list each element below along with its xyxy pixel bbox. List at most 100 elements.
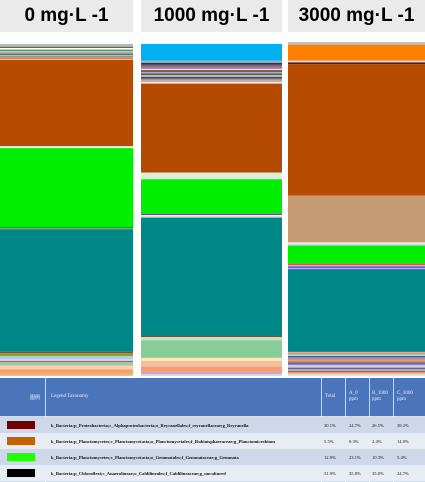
legend-header-a-2: ppm xyxy=(349,397,358,402)
legend-header-icon: 图例 xyxy=(30,396,41,401)
legend-total: 31.9% xyxy=(324,471,336,476)
bar-segment-1-15 xyxy=(141,172,282,180)
bar-segment-0-4 xyxy=(0,48,133,50)
legend-header: 图例 Legend Taxonomy Total A_0 ppm B_1000 pp… xyxy=(0,378,425,416)
column-title-2: 3000 mg·L -1 xyxy=(288,0,425,32)
column-title-0-text: 0 mg·L -1 xyxy=(24,5,109,26)
bar-segment-1-25 xyxy=(141,360,282,367)
bar-segment-0-16 xyxy=(0,148,133,228)
legend-value-a: 23.1% xyxy=(349,455,361,460)
bar-segment-0-6 xyxy=(0,51,133,53)
legend-row: k_Bacteria;p_Proteobacteria;c_Alphaprote… xyxy=(0,417,425,433)
bar-segment-0-22 xyxy=(0,354,133,356)
bar-segment-2-19 xyxy=(288,358,425,360)
bar-segment-0-0 xyxy=(0,44,133,46)
legend-total: 5.5% xyxy=(324,439,334,444)
bar-segment-1-17 xyxy=(141,213,282,216)
bar-segment-2-18 xyxy=(288,357,425,359)
legend-row: k_Bacteria;p_Planctomycetes;c_Planctomyc… xyxy=(0,433,425,449)
legend-value-c: 24.7% xyxy=(397,471,409,476)
legend-header-a-1: A_0 xyxy=(349,391,358,396)
bar-segment-1-3 xyxy=(141,64,282,67)
legend-total: 12.9% xyxy=(324,455,336,460)
bar-segment-0-1 xyxy=(0,45,133,47)
bar-segment-2-28 xyxy=(288,370,425,373)
column-title-2-text: 3000 mg·L -1 xyxy=(298,5,415,26)
bar-segment-1-27 xyxy=(141,371,282,375)
bar-segment-0-15 xyxy=(0,146,133,149)
bar-segment-2-24 xyxy=(288,365,425,367)
legend-value-a: 24.7% xyxy=(349,423,361,428)
bar-segment-0-5 xyxy=(0,49,133,52)
bar-segment-0-10 xyxy=(0,55,133,57)
legend-value-b: 10.3% xyxy=(372,455,384,460)
legend-row: k_Bacteria;p_Planctomycetes;c_Planctomyc… xyxy=(0,449,425,465)
legend-total: 30.1% xyxy=(324,423,336,428)
bar-segment-0-20 xyxy=(0,351,133,354)
bar-segment-1-13 xyxy=(141,81,282,84)
bar-segment-0-27 xyxy=(0,365,133,370)
bar-segment-2-22 xyxy=(288,362,425,364)
bar-segment-2-10 xyxy=(288,265,425,267)
bar-segment-0-11 xyxy=(0,56,133,58)
bar-segment-0-21 xyxy=(0,353,133,355)
legend-header-b-1: B_1000 xyxy=(372,391,388,396)
bar-segment-1-22 xyxy=(141,337,282,341)
legend-value-a: 35.8% xyxy=(349,471,361,476)
bar-segment-1-8 xyxy=(141,73,282,76)
bar-segment-0-2 xyxy=(0,46,133,49)
bar-segment-2-9 xyxy=(288,263,425,266)
bar-segment-2-3 xyxy=(288,62,425,65)
legend-value-a: 0.3% xyxy=(349,439,359,444)
bar-segment-2-4 xyxy=(288,64,425,196)
legend-header-b-2: ppm xyxy=(372,397,381,402)
bar-segment-2-2 xyxy=(288,60,425,63)
bar-segment-0-26 xyxy=(0,362,133,366)
bar-segment-0-19 xyxy=(0,229,133,352)
legend-value-c: 14.0% xyxy=(397,439,409,444)
bar-segment-1-16 xyxy=(141,179,282,214)
bar-segment-2-13 xyxy=(288,269,425,352)
legend-header-taxonomy: Legend Taxonomy xyxy=(51,394,89,399)
bar-segment-2-1 xyxy=(288,44,425,61)
bar-segment-2-16 xyxy=(288,354,425,356)
bar-segment-1-11 xyxy=(141,78,282,81)
bar-segment-2-7 xyxy=(288,244,425,246)
legend-header-total: Total xyxy=(325,394,336,399)
bar-segment-2-12 xyxy=(288,267,425,270)
bar-segment-0-24 xyxy=(0,359,133,361)
bar-segment-0-9 xyxy=(0,54,133,56)
bar-segment-0-14 xyxy=(0,59,133,147)
bar-segment-1-20 xyxy=(141,217,282,336)
bar-segment-2-25 xyxy=(288,366,425,369)
legend-header-c-1: C_3000 xyxy=(397,391,413,396)
bar-segment-0-12 xyxy=(0,57,133,59)
bar-segment-2-5 xyxy=(288,195,425,243)
legend-swatch xyxy=(7,469,35,477)
stacked-bar-chart xyxy=(0,42,425,377)
bar-segment-2-14 xyxy=(288,351,425,354)
bar-segment-2-6 xyxy=(288,242,425,245)
bar-segment-1-0 xyxy=(141,44,282,61)
bar-segment-1-5 xyxy=(141,68,282,71)
legend-header-c: C_3000 ppm xyxy=(397,391,419,403)
legend-swatch xyxy=(7,421,35,429)
bar-segment-1-9 xyxy=(141,75,282,77)
bar-segment-0-28 xyxy=(0,369,133,373)
bar-segment-0-29 xyxy=(0,372,133,375)
legend-taxonomy: k_Bacteria;p_Planctomycetes;c_Planctomyc… xyxy=(51,455,239,460)
bar-segment-1-6 xyxy=(141,70,282,72)
legend-header-b: B_1000 ppm xyxy=(372,391,394,403)
bar-segment-0-3 xyxy=(0,48,133,50)
bar-segment-0-25 xyxy=(0,360,133,363)
bar-segment-1-28 xyxy=(141,373,282,377)
bar-segment-1-23 xyxy=(141,340,282,358)
bar-segment-2-30 xyxy=(288,373,425,375)
legend-header-c-2: ppm xyxy=(397,397,406,402)
bar-segment-2-17 xyxy=(288,355,425,358)
bar-segment-0-8 xyxy=(0,53,133,55)
bar-segment-2-20 xyxy=(288,359,425,362)
bar-segment-1-21 xyxy=(141,335,282,338)
legend-row: k_Bacteria;p_Chloroflexi;c_Anaerolineae;… xyxy=(0,465,425,481)
bar-segment-2-23 xyxy=(288,363,425,366)
